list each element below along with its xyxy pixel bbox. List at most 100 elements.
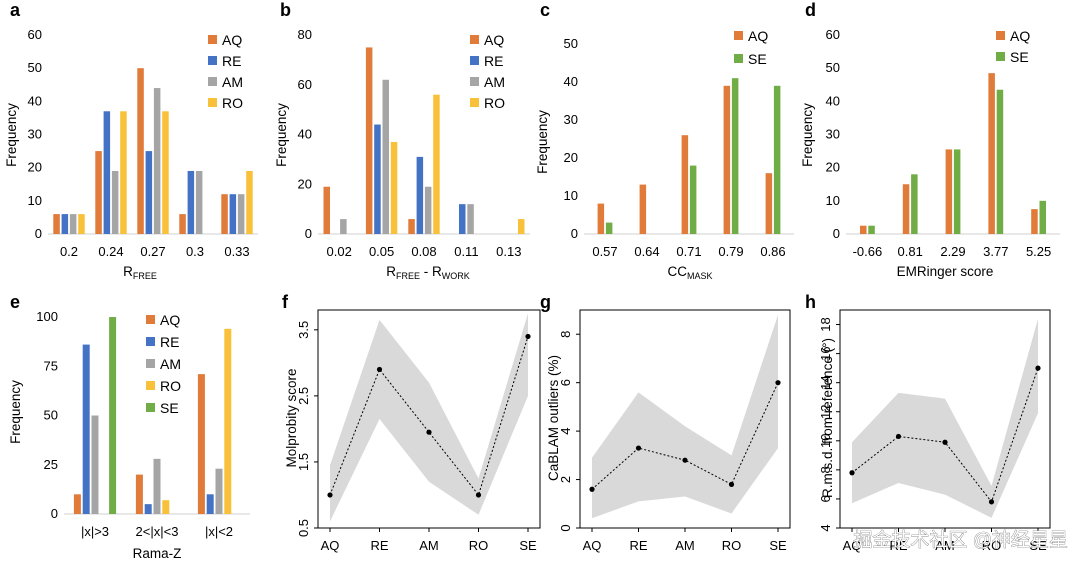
bar-RE-0.11	[459, 204, 466, 234]
data-point-AQ	[327, 492, 333, 498]
data-point-AM	[942, 439, 948, 445]
y-tick-label: 0	[558, 524, 573, 531]
data-point-SE	[1035, 365, 1041, 371]
bar-SE-0.86	[773, 85, 781, 234]
legend-swatch-RO	[208, 98, 217, 107]
y-tick-label: 8	[818, 466, 833, 473]
bar-AQ-0.24	[95, 151, 102, 234]
bar-SE-5.25	[1039, 200, 1046, 234]
legend-swatch-SE	[146, 403, 155, 412]
y-tick-label: 40	[564, 74, 578, 89]
bar-SE-0.57	[605, 222, 613, 234]
x-axis-label-sub2: WORK	[442, 271, 470, 281]
y-tick-label: 40	[28, 93, 42, 108]
legend-label: AQ	[484, 32, 504, 48]
x-axis-label-main: EMRinger score	[897, 264, 994, 279]
x-tick-label: 0.05	[369, 244, 394, 259]
legend-swatch-AQ	[470, 35, 479, 44]
y-tick-label: 3.5	[296, 321, 311, 339]
y-tick-label: 50	[28, 60, 42, 75]
bar-AQ-0.05	[365, 47, 373, 234]
bar-AQ-0.3	[179, 214, 186, 234]
x-tick-label: 0.33	[224, 244, 249, 259]
x-tick-label: 0.2	[60, 244, 78, 259]
bar-AM-0.02	[340, 219, 347, 234]
data-point-RE	[376, 366, 383, 373]
bar-RO-2<|x|<3	[162, 500, 170, 514]
legend-swatch-RO	[146, 381, 155, 390]
panel-letter: c	[540, 0, 550, 20]
y-tick-label: 60	[28, 27, 42, 42]
bar-SE-|x|>3	[109, 317, 117, 514]
x-tick-label: 0.57	[592, 244, 617, 259]
panel-letter: e	[10, 292, 20, 312]
y-tick-label: 12	[818, 404, 833, 418]
legend-swatch-AQ	[146, 315, 155, 324]
legend-label: AQ	[222, 32, 242, 48]
y-tick-label: 4	[818, 524, 833, 531]
y-tick-label: 60	[826, 27, 840, 42]
bar-RE-0.33	[229, 194, 237, 234]
y-tick-label: 80	[298, 27, 312, 42]
legend-label: SE	[160, 400, 179, 416]
x-tick-label: 2.29	[940, 244, 965, 259]
x-tick-label: 0.02	[327, 244, 352, 259]
bar-RE-0.08	[416, 156, 424, 234]
chart-panel-h: h AQ RE AM RO SE 4 6 8 10 12 14 16 18 R.m.s.d. from re…	[805, 292, 1051, 553]
legend-label: SE	[1010, 49, 1029, 65]
bar-AQ-0.33	[221, 194, 228, 234]
x-tick-label: -0.66	[853, 244, 883, 259]
x-tick-label: 2<|x|<3	[136, 524, 179, 539]
confidence-band	[330, 313, 528, 522]
legend-label: RE	[160, 334, 179, 350]
y-tick-label: 0	[571, 226, 578, 241]
y-tick-label: 40	[826, 93, 840, 108]
panel-letter: g	[540, 292, 551, 312]
legend-swatch-AM	[208, 77, 217, 86]
y-tick-label: 10	[826, 193, 840, 208]
series-line	[329, 336, 529, 497]
x-tick-label: RO	[982, 538, 1002, 553]
chart-panel-f: f AQ RE AM RO SE 0.5 1.5 2.5 3.5 Molprobity score	[282, 292, 541, 553]
bar-AQ-3.77	[988, 73, 995, 235]
y-tick-label: 2.5	[296, 387, 311, 405]
bar-AQ-0.81	[902, 184, 910, 234]
bar-AQ-0.86	[765, 173, 773, 234]
x-tick-label: AQ	[583, 538, 602, 553]
x-axis-label: Rama-Z	[133, 546, 182, 561]
legend-label: AQ	[1010, 28, 1030, 44]
bar-SE-0.71	[689, 165, 697, 234]
x-tick-label: 3.77	[983, 244, 1008, 259]
y-tick-label: 30	[826, 127, 840, 142]
bar-RE-0.3	[187, 170, 195, 234]
bar-RE-2<|x|<3	[144, 504, 152, 514]
data-point-AQ	[849, 470, 855, 476]
y-tick-label: 0	[833, 226, 840, 241]
y-tick-label: 30	[564, 112, 578, 127]
bar-AQ-2<|x|<3	[135, 474, 143, 514]
chart-panel-a: a 0 10 20 30 40 50 60 0.2 0.24 0.27 0.3 0.33 AQ RE AM RO…	[4, 0, 258, 281]
data-point-AM	[426, 429, 432, 435]
x-tick-label: 0.81	[898, 244, 923, 259]
bar-AQ-|x|<2	[197, 374, 205, 514]
panel-letter: b	[280, 0, 291, 20]
bar-AQ-5.25	[1031, 209, 1038, 234]
y-tick-label: 10	[564, 188, 578, 203]
bar-RO-0.33	[246, 170, 253, 234]
bar-RO-0.13	[518, 219, 525, 234]
legend-swatch-AQ	[208, 35, 217, 44]
x-axis-label-main: CC	[667, 264, 687, 279]
x-tick-label: 5.25	[1026, 244, 1051, 259]
legend-label: AM	[222, 74, 243, 90]
legend-swatch-RE	[208, 56, 217, 65]
x-tick-label: SE	[769, 538, 787, 553]
y-tick-label: 50	[564, 36, 578, 51]
x-tick-label: 0.79	[718, 244, 743, 259]
y-tick-label: 4	[558, 427, 573, 434]
x-axis-label-main: Rama-Z	[133, 546, 182, 561]
y-tick-label: 20	[298, 176, 312, 191]
y-tick-label: 75	[44, 358, 58, 373]
x-tick-label: |x|>3	[81, 524, 109, 539]
data-point-RO	[475, 492, 482, 498]
